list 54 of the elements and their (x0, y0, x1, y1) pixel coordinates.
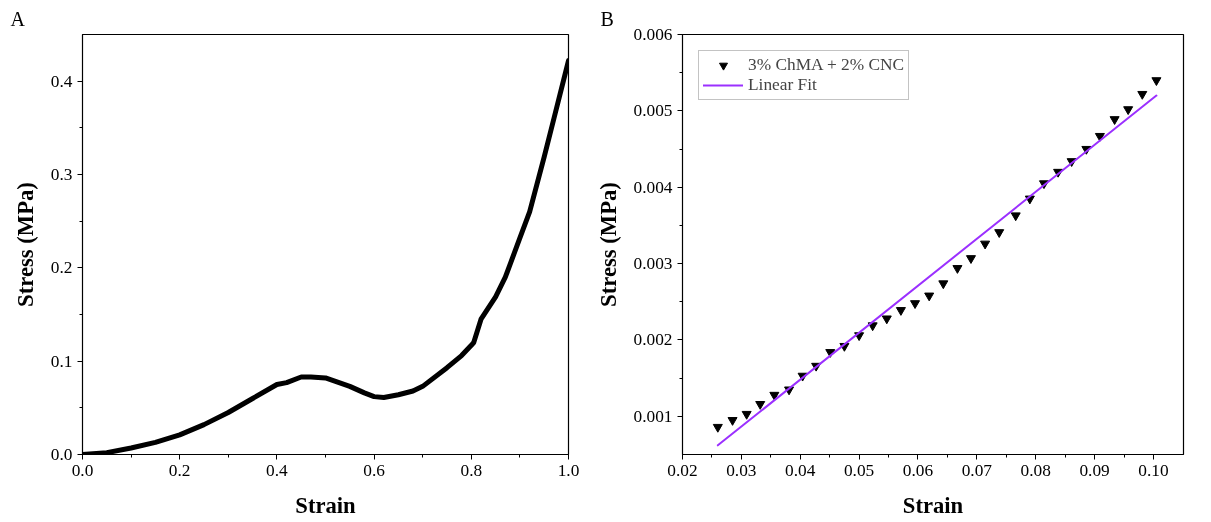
point (755, 401, 766, 410)
x-tick-label: 0.04 (785, 460, 816, 480)
point (1137, 90, 1148, 100)
point (952, 265, 963, 274)
x-tick-label: 0.05 (843, 460, 875, 480)
point (924, 292, 935, 302)
y-tick-label: 0.006 (633, 25, 673, 44)
y-tick-label: 0.0 (50, 445, 73, 464)
x-tick-label: 0.10 (1138, 460, 1169, 480)
point (712, 423, 723, 433)
x-tick-label: 0.6 (363, 460, 386, 480)
y-tick-label: 0.3 (50, 165, 73, 184)
y-tick-label: 0.005 (633, 101, 673, 121)
x-tick-label: 0.06 (902, 460, 934, 480)
x-tick-label: 0.09 (1079, 460, 1110, 480)
point (895, 307, 906, 316)
point (1151, 77, 1162, 87)
x-tick-label: 0.4 (266, 460, 289, 480)
x-axis-title: Strain (295, 492, 357, 518)
y-tick-label: 0.002 (633, 330, 673, 350)
x-tick-label: 1.0 (557, 460, 580, 480)
x-tick-label: 0.03 (726, 460, 757, 480)
y-tick-label: 0.001 (633, 406, 673, 426)
y-tick-label: 0.4 (50, 71, 73, 91)
y-axis-title: Stress (MPa) (12, 182, 38, 307)
x-tick-label: 0.0 (71, 460, 94, 480)
point (910, 300, 921, 309)
text: A (10, 7, 26, 30)
point (1094, 132, 1105, 142)
point (881, 315, 892, 325)
point (980, 240, 991, 250)
point (1123, 106, 1134, 116)
point (727, 417, 738, 426)
x-tick-label: 0.07 (961, 460, 993, 480)
x-tick-label: 0.8 (460, 460, 483, 480)
y-tick-label: 0.1 (50, 351, 73, 371)
legend-label: 3% ChMA + 2% CNC (748, 55, 905, 75)
x-tick-label: 0.02 (667, 460, 698, 480)
point (994, 229, 1005, 238)
y-axis-title: Stress (MPa) (595, 182, 621, 307)
x-axis-title: Strain (902, 492, 964, 518)
legend-label: Linear Fit (748, 75, 817, 95)
point (741, 410, 752, 420)
point (1010, 212, 1021, 222)
y-tick-label: 0.2 (50, 258, 73, 278)
point (965, 255, 976, 264)
x-tick-label: 0.08 (1020, 460, 1051, 480)
y-tick-label: 0.004 (633, 177, 673, 197)
point (938, 280, 949, 290)
point (769, 391, 780, 401)
point (1109, 116, 1120, 125)
text: B (600, 7, 614, 30)
y-tick-label: 0.003 (633, 254, 673, 274)
x-tick-label: 0.2 (168, 460, 191, 480)
